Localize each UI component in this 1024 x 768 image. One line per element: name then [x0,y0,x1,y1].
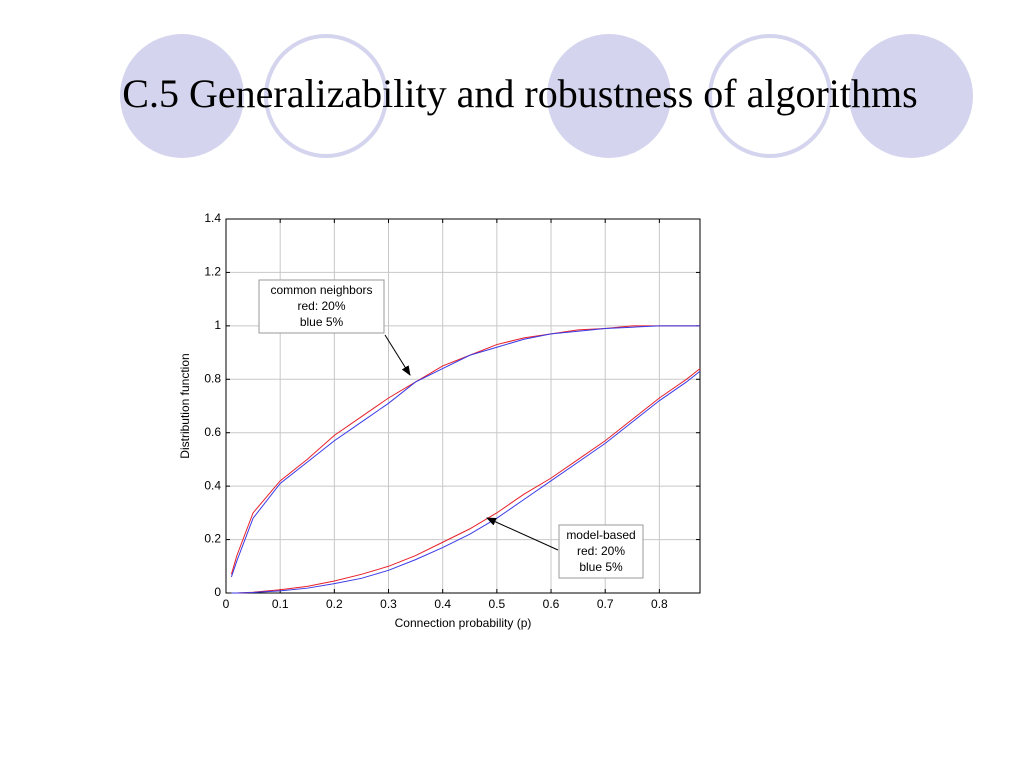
x-tick-label: 0.5 [489,597,506,611]
series-line [230,325,700,578]
y-tick-label: 0.6 [204,425,221,439]
annotation-box [258,279,385,334]
x-tick-label: 0.7 [597,597,614,611]
y-tick-label: 0.8 [204,371,221,385]
y-tick-label: 1 [214,318,221,332]
annotation-arrow [384,334,411,376]
series-line [231,370,701,594]
annotation-text: model-based [566,528,635,542]
annotation-text: common neighbors [270,283,372,297]
x-tick-label: 0.2 [326,597,343,611]
annotation-text: red: 20% [297,299,345,313]
y-tick-label: 0 [214,585,221,599]
annotation-text: blue 5% [300,315,344,329]
annotation-arrow [486,517,559,551]
y-axis-label: Distribution function [178,353,192,458]
plot-frame [225,218,701,594]
x-tick-label: 0.4 [434,597,451,611]
y-tick-label: 0.2 [204,532,221,546]
x-tick-label: 0.6 [543,597,560,611]
x-tick-label: 0 [223,597,230,611]
decoration [120,34,973,158]
x-tick-label: 0.8 [651,597,668,611]
series-line [231,368,701,594]
y-tick-label: 0.4 [204,478,221,492]
slide-title: C.5 Generalizability and robustness of a… [122,71,917,116]
x-tick-label: 0.3 [380,597,397,611]
annotation-text: blue 5% [579,560,623,574]
x-axis-label: Connection probability (p) [395,616,532,630]
series-line [230,325,700,575]
y-tick-label: 1.2 [204,265,221,279]
x-tick-label: 0.1 [272,597,289,611]
annotation-box [558,524,644,579]
annotation-text: red: 20% [577,544,625,558]
y-tick-label: 1.4 [204,211,221,225]
